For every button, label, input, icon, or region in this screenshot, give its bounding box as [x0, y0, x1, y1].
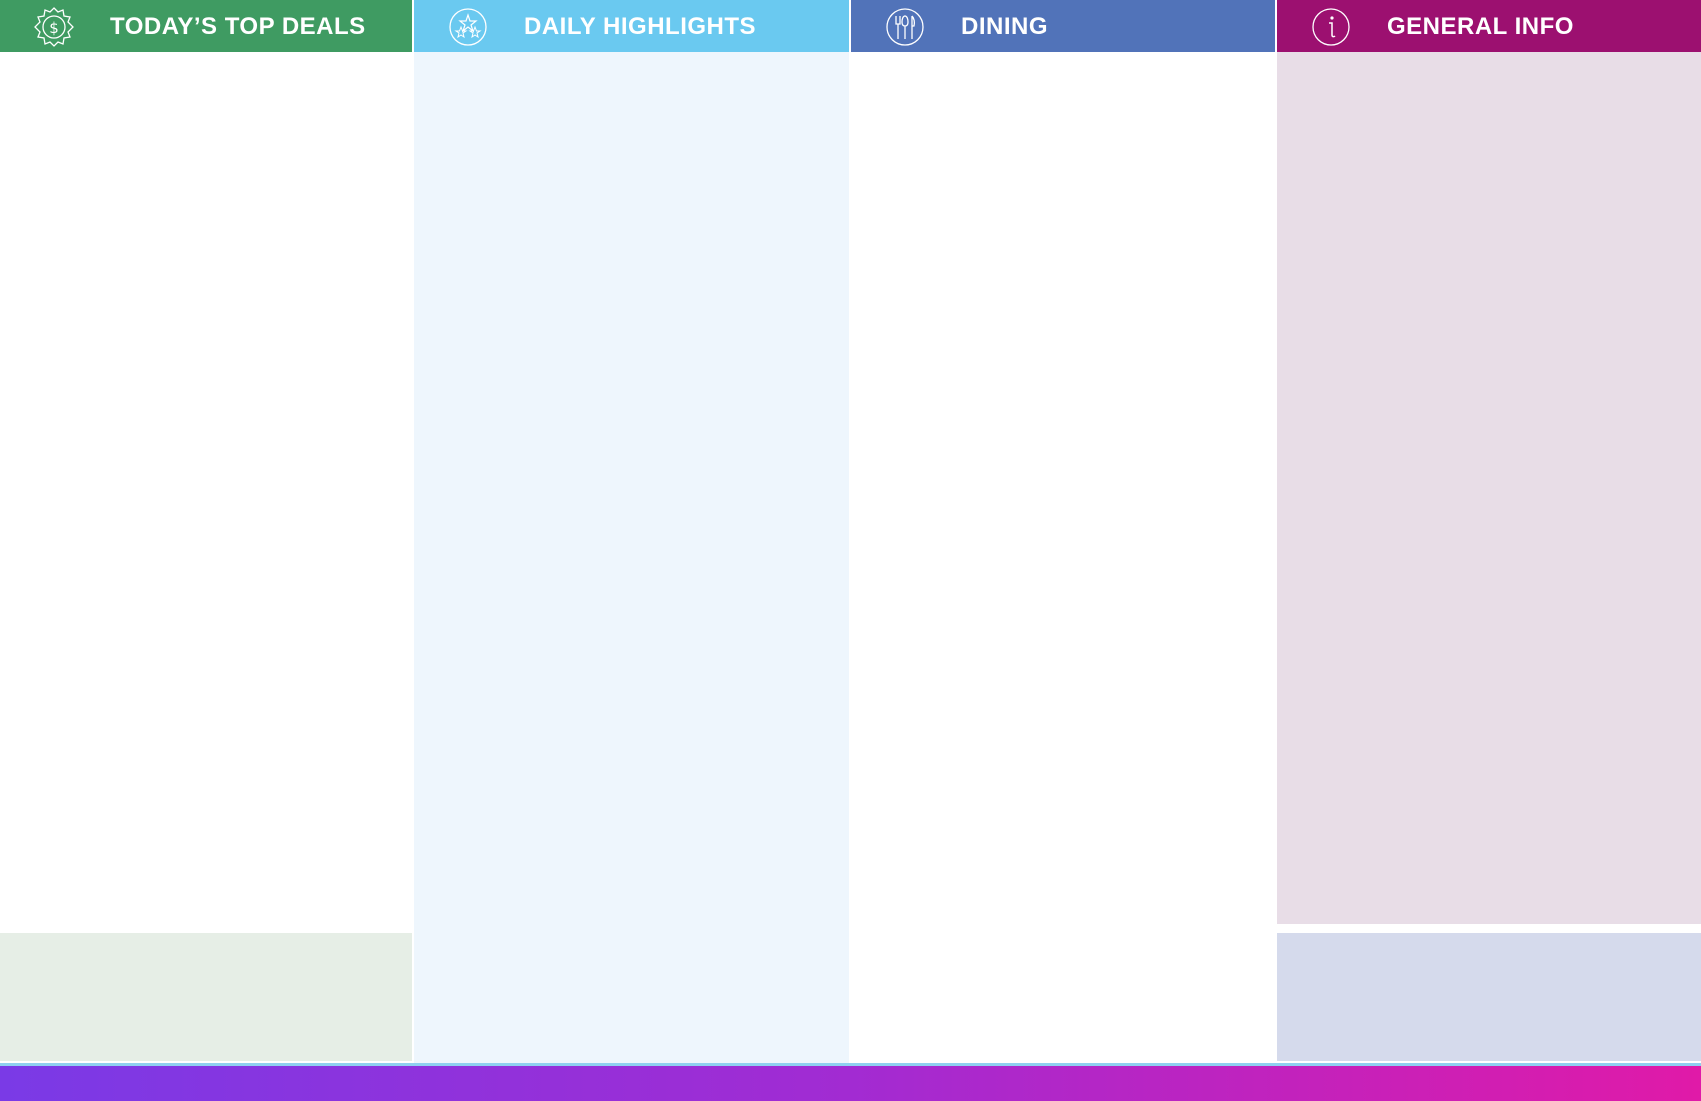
column-title: DAILY HIGHLIGHTS	[524, 13, 757, 40]
header-dining: DINING	[851, 0, 1275, 52]
info-icon	[1312, 8, 1350, 46]
column-title: DINING	[961, 13, 1048, 40]
column-title: GENERAL INFO	[1387, 13, 1574, 40]
footer-gradient-bar	[0, 1063, 1701, 1101]
utensils-icon	[886, 8, 924, 46]
header-top-deals: $ TODAY’S TOP DEALS	[0, 0, 412, 52]
stars-icon	[449, 8, 487, 46]
column-title: TODAY’S TOP DEALS	[110, 13, 366, 40]
column-daily-highlights: DAILY HIGHLIGHTS	[414, 0, 849, 1063]
deals-content	[0, 52, 412, 933]
info-footer-panel	[1277, 933, 1701, 1061]
dollar-badge-icon: $	[34, 7, 74, 47]
deals-footer-panel	[0, 933, 412, 1061]
svg-text:$: $	[49, 19, 59, 37]
column-top-deals: $ TODAY’S TOP DEALS	[0, 0, 412, 1063]
column-general-info: GENERAL INFO	[1277, 0, 1701, 1063]
header-general-info: GENERAL INFO	[1277, 0, 1701, 52]
header-daily-highlights: DAILY HIGHLIGHTS	[414, 0, 849, 52]
info-content	[1277, 52, 1701, 924]
column-dining: DINING	[851, 0, 1275, 1063]
